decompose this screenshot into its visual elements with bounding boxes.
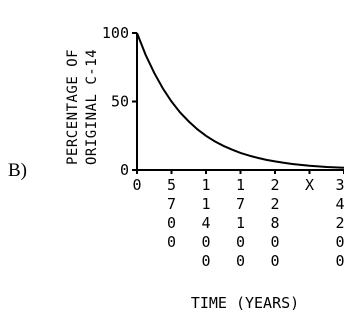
y-tick-label: 50 xyxy=(111,93,129,111)
x-tick-label: X xyxy=(305,176,314,194)
x-axis-label: TIME (YEARS) xyxy=(191,294,299,312)
x-tick-label: 0 xyxy=(132,176,141,194)
y-tick-label: 100 xyxy=(102,24,129,42)
y-axis-label-line-2: ORIGINAL C-14 xyxy=(84,49,100,165)
decay-curve-line xyxy=(136,32,344,169)
y-axis-label-line-1: PERCENTAGE OF xyxy=(65,49,81,165)
option-letter: B) xyxy=(8,160,27,181)
y-tick-label: 0 xyxy=(120,161,129,179)
